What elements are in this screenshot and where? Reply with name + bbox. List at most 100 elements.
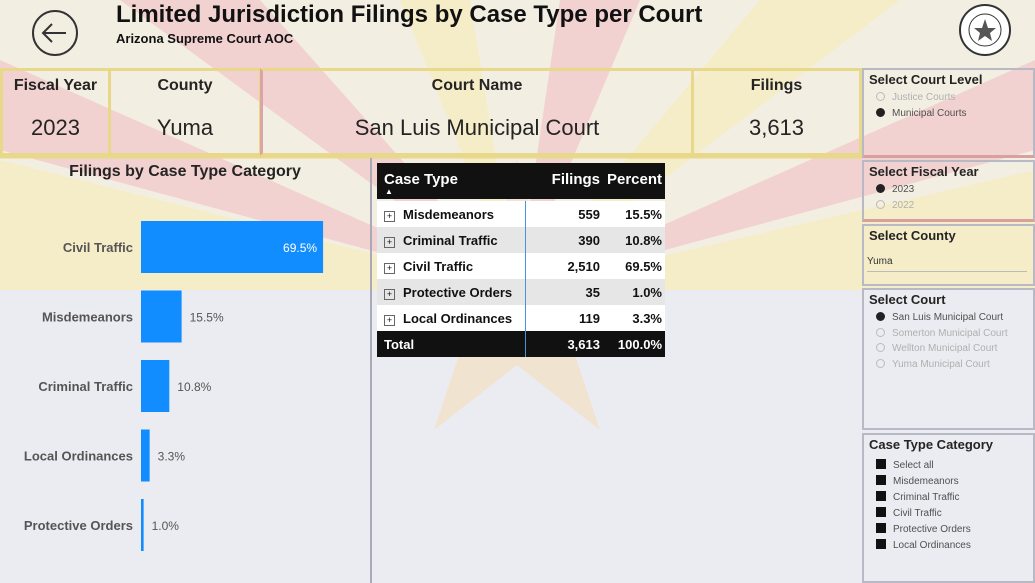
- card-label: Filings: [694, 77, 859, 95]
- cell-text: 3,613: [567, 337, 600, 352]
- category-label: Local Ordinances: [24, 449, 133, 464]
- column-header[interactable]: Case Type: [384, 171, 458, 188]
- value-label: 10.8%: [177, 380, 211, 394]
- table-row: + Protective Orders 35 1.0%: [377, 279, 665, 305]
- option-label: 2023: [892, 184, 914, 195]
- slicer-option[interactable]: Criminal Traffic: [876, 491, 960, 503]
- radio: [876, 312, 885, 321]
- slicer-option[interactable]: Justice Courts: [876, 92, 955, 103]
- cell-text: Local Ordinances: [403, 311, 512, 326]
- court-seal: [958, 3, 1012, 57]
- expand-icon[interactable]: +: [384, 211, 395, 222]
- table-cell: 69.5%: [625, 259, 662, 274]
- slicer-option[interactable]: Local Ordinances: [876, 539, 971, 551]
- slicer-option[interactable]: Municipal Courts: [876, 108, 966, 119]
- column-header[interactable]: Percent: [607, 171, 662, 188]
- card-label: Fiscal Year: [3, 77, 108, 95]
- bar: [141, 291, 182, 343]
- slicer-option[interactable]: Select all: [876, 459, 934, 471]
- cell-text: 3.3%: [632, 311, 662, 326]
- slicer: Select Fiscal Year20232022: [862, 160, 1035, 222]
- slicer-option[interactable]: Somerton Municipal Court: [876, 328, 1008, 339]
- table-cell: + Protective Orders: [384, 285, 512, 300]
- radio: [876, 108, 885, 117]
- cell-text: 35: [586, 285, 600, 300]
- table-cell: 15.5%: [625, 207, 662, 222]
- option-label: Municipal Courts: [892, 108, 966, 119]
- back-button[interactable]: [30, 8, 80, 58]
- option-label: Criminal Traffic: [893, 492, 960, 503]
- table-cell: 10.8%: [625, 233, 662, 248]
- slicer: Select Court San Luis Municipal Court Some…: [862, 288, 1035, 430]
- cell-text: 559: [578, 207, 600, 222]
- table-cell: 559: [578, 207, 600, 222]
- checkbox: [876, 539, 886, 549]
- table-cell: 35: [586, 285, 600, 300]
- table-cell: 1.0%: [632, 285, 662, 300]
- dropdown[interactable]: Yuma: [867, 256, 1027, 272]
- slicer-option[interactable]: Civil Traffic: [876, 507, 942, 519]
- bar: [141, 360, 169, 412]
- cell-text: Civil Traffic: [403, 259, 473, 274]
- expand-icon[interactable]: +: [384, 289, 395, 300]
- table-cell: 3,613: [567, 337, 600, 352]
- option-label: Local Ordinances: [893, 540, 971, 551]
- slicer-title: Select Court Level: [869, 72, 982, 87]
- cell-text: Misdemeanors: [403, 207, 494, 222]
- value-label: 3.3%: [158, 450, 186, 464]
- page-subtitle: Arizona Supreme Court AOC: [116, 31, 293, 46]
- expand-icon[interactable]: +: [384, 315, 395, 326]
- slicer-option[interactable]: San Luis Municipal Court: [876, 312, 1003, 323]
- slicer-option[interactable]: 2022: [876, 200, 914, 211]
- category-label: Civil Traffic: [63, 240, 133, 255]
- slicer: Select Court Level Justice Courts Municipa…: [862, 68, 1035, 158]
- table-cell: 100.0%: [618, 337, 662, 352]
- cell-text: 15.5%: [625, 207, 662, 222]
- card-label: Court Name: [263, 77, 691, 95]
- checkbox: [876, 507, 886, 517]
- slicer-option[interactable]: Protective Orders: [876, 523, 971, 535]
- slicer-option[interactable]: 2023: [876, 184, 914, 195]
- cell-text: 2,510: [567, 259, 600, 274]
- radio: [876, 343, 885, 352]
- card-value: San Luis Municipal Court: [263, 115, 691, 141]
- slicer-option[interactable]: Misdemeanors: [876, 475, 959, 487]
- radio: [876, 184, 885, 193]
- option-label: 2022: [892, 200, 914, 211]
- column-divider: [525, 201, 526, 357]
- sort-arrow: ▲: [385, 187, 393, 196]
- table-cell: 390: [578, 233, 600, 248]
- expand-icon[interactable]: +: [384, 263, 395, 274]
- table-cell: + Local Ordinances: [384, 311, 512, 326]
- value-label: 15.5%: [190, 311, 224, 325]
- slicer-option[interactable]: Wellton Municipal Court: [876, 343, 997, 354]
- dropdown-value: Yuma: [867, 256, 893, 267]
- checkbox: [876, 475, 886, 485]
- cell-text: 119: [579, 311, 600, 326]
- card-value: 3,613: [694, 115, 859, 141]
- chart-title: Filings by Case Type Category: [0, 163, 370, 181]
- option-label: Civil Traffic: [893, 508, 942, 519]
- table-row: + Misdemeanors 559 15.5%: [377, 201, 665, 227]
- slicer-title: Case Type Category: [869, 437, 993, 452]
- option-label: Misdemeanors: [893, 476, 959, 487]
- slicer-option[interactable]: Yuma Municipal Court: [876, 359, 990, 370]
- cell-text: Protective Orders: [403, 285, 512, 300]
- dashboard: Limited Jurisdiction Filings by Case Typ…: [0, 0, 1035, 583]
- page-title: Limited Jurisdiction Filings by Case Typ…: [116, 1, 702, 29]
- value-label: 1.0%: [152, 519, 180, 533]
- checkbox: [876, 491, 886, 501]
- column-header[interactable]: Filings: [552, 171, 600, 188]
- kpi-card: Court Name San Luis Municipal Court: [260, 68, 694, 156]
- category-label: Misdemeanors: [42, 310, 133, 325]
- slicer: Case Type Category Select all Misdemeanors…: [862, 433, 1035, 583]
- expand-icon[interactable]: +: [384, 237, 395, 248]
- slicer-title: Select Court: [869, 292, 946, 307]
- option-label: Somerton Municipal Court: [892, 328, 1008, 339]
- option-label: Protective Orders: [893, 524, 971, 535]
- radio: [876, 328, 885, 337]
- table-cell: Total: [384, 337, 414, 352]
- option-label: Wellton Municipal Court: [892, 343, 997, 354]
